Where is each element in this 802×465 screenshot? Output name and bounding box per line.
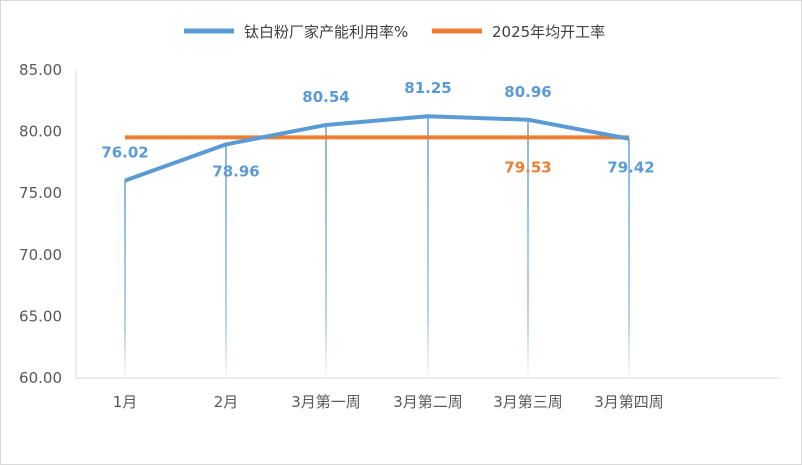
data-label-utilization: 79.42 xyxy=(607,159,654,177)
legend-label-utilization: 钛白粉厂家产能利用率% xyxy=(244,23,408,41)
drop-line xyxy=(225,144,227,378)
drop-lines xyxy=(124,116,630,378)
legend-label-annual-average: 2025年均开工率 xyxy=(492,23,605,41)
drop-line xyxy=(427,116,429,378)
x-tick-label: 3月第二周 xyxy=(393,393,463,411)
plot-area xyxy=(124,114,630,183)
drop-line xyxy=(628,138,630,378)
data-label-annual-average: 79.53 xyxy=(504,158,551,176)
y-tick-label: 70.00 xyxy=(19,246,62,264)
series-line-utilization xyxy=(124,114,630,183)
x-tick-label: 2月 xyxy=(214,393,239,411)
y-tick-label: 60.00 xyxy=(19,369,62,387)
legend: 钛白粉厂家产能利用率% 2025年均开工率 xyxy=(184,23,605,41)
drop-line xyxy=(124,180,126,378)
data-label-utilization: 81.25 xyxy=(404,79,451,97)
drop-line xyxy=(527,119,529,378)
y-tick-label: 85.00 xyxy=(19,61,62,79)
data-label-utilization: 80.54 xyxy=(302,88,349,106)
x-tick-label: 3月第四周 xyxy=(594,393,664,411)
y-axis: 60.00 65.00 70.00 75.00 80.00 85.00 xyxy=(19,61,77,387)
x-tick-label: 1月 xyxy=(113,393,138,411)
y-tick-label: 80.00 xyxy=(19,123,62,141)
data-label-utilization: 80.96 xyxy=(504,83,551,101)
x-axis: 1月 2月 3月第一周 3月第二周 3月第三周 3月第四周 xyxy=(76,377,779,411)
x-tick-label: 3月第一周 xyxy=(291,393,361,411)
x-tick-label: 3月第三周 xyxy=(493,393,563,411)
y-tick-label: 75.00 xyxy=(19,184,62,202)
data-label-utilization: 78.96 xyxy=(212,162,259,180)
drop-line xyxy=(325,124,327,378)
data-label-utilization: 76.02 xyxy=(101,144,148,162)
data-labels: 76.02 78.96 80.54 81.25 80.96 79.42 79.53 xyxy=(101,79,654,180)
y-tick-label: 65.00 xyxy=(19,307,62,325)
